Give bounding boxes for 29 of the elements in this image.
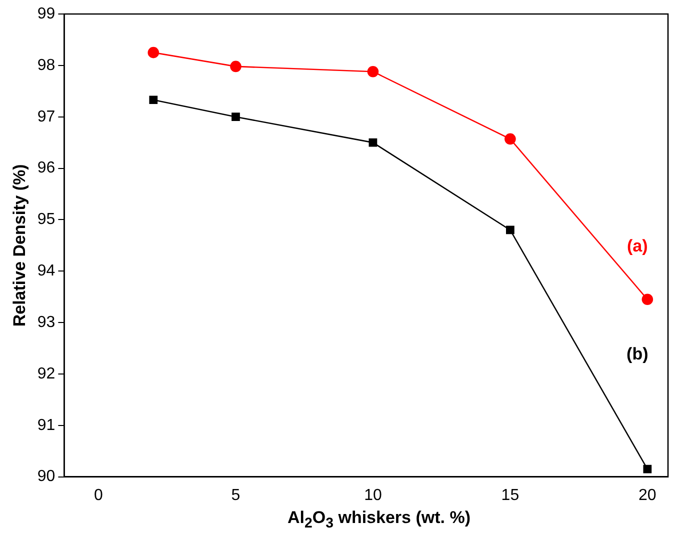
y-tick-label: 93 [37,314,56,331]
y-tick-label: 91 [37,416,56,434]
point [148,46,160,58]
point [642,294,654,306]
x-tick-label: 15 [501,486,520,504]
y-tick-label: 90 [37,468,56,486]
text: (b) [626,344,648,364]
point [643,464,652,474]
point [368,138,378,147]
y-tick-label: 97 [37,108,56,126]
y-tick-label: 96 [37,160,56,177]
y-tick-label: 94 [37,262,56,280]
y-tick-label: 95 [37,211,56,228]
series-label: (a) [627,236,648,256]
x-tick-label: 5 [231,486,240,504]
point [506,226,514,234]
y-tick-label: 99 [37,5,56,22]
point [504,133,516,145]
y-tick-label: 98 [37,56,56,74]
y-axis-title: Relative Density (%) [10,164,29,327]
point [232,112,240,122]
point [230,60,242,72]
x-tick-label: 20 [638,486,656,504]
point [149,96,158,104]
x-tick-label: 10 [364,486,382,504]
y-tick-label: 92 [37,365,56,382]
x-tick-label: 0 [94,486,104,504]
x-axis-title: Al$_{2}$O$_{3}$ whiskers (wt. %) [286,508,472,532]
point [367,66,379,78]
